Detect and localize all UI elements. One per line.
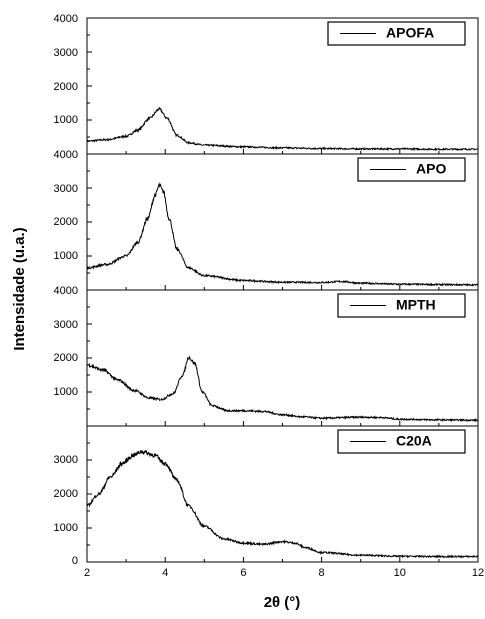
y-tick-label: 1000	[54, 386, 78, 398]
x-tick-label: 6	[240, 567, 246, 579]
panel-apofa: 1000 2000 3000 4000 APOFA	[54, 13, 479, 155]
x-tick-label: 2	[84, 567, 90, 579]
legend-label: C20A	[396, 433, 432, 449]
panels-layer: 1000 2000 3000 4000 APOFA 1000 2000 3000 4000 APO…	[54, 13, 485, 579]
legend-box	[337, 293, 466, 318]
panel-mpth: 1000 2000 3000 4000 MPTH	[54, 285, 479, 427]
series-line-mpth	[86, 355, 479, 423]
series-line-apofa	[86, 107, 479, 152]
x-axis-title: 2θ (°)	[264, 594, 301, 611]
y-tick-label: 3000	[54, 319, 78, 331]
legend-box	[327, 21, 466, 46]
legend-label: MPTH	[396, 297, 436, 313]
y-tick-label: 4000	[54, 149, 78, 161]
y-tick-label: 4000	[54, 13, 78, 25]
panel-apo: 1000 2000 3000 4000 APO	[54, 149, 479, 291]
y-tick-label: 1000	[54, 522, 78, 534]
x-tick-label: 8	[319, 567, 325, 579]
y-tick-label: 0	[72, 555, 78, 567]
legend-box	[357, 157, 466, 182]
series-line-apo	[86, 181, 479, 287]
panel-c20a: 0 1000 2000 3000 C20A	[54, 425, 479, 567]
y-tick-label: 2000	[54, 81, 78, 93]
y-tick-label: 2000	[54, 352, 78, 364]
legend-label: APO	[416, 161, 446, 177]
y-tick-label: 3000	[54, 183, 78, 195]
x-tick-label: 10	[394, 567, 406, 579]
y-tick-label: 4000	[54, 285, 78, 297]
series-line-c20a	[86, 450, 479, 559]
y-tick-label: 1000	[54, 114, 78, 126]
x-tick-label: 12	[472, 567, 484, 579]
y-axis-title: Intensidade (u.a.)	[11, 227, 28, 350]
y-tick-label: 1000	[54, 250, 78, 262]
x-tick-label: 4	[162, 567, 168, 579]
legend-label: APOFA	[386, 25, 434, 41]
y-tick-label: 2000	[54, 488, 78, 500]
legend-box	[337, 429, 466, 454]
y-tick-label: 3000	[54, 47, 78, 59]
y-tick-label: 3000	[54, 454, 78, 466]
y-tick-label: 2000	[54, 216, 78, 228]
